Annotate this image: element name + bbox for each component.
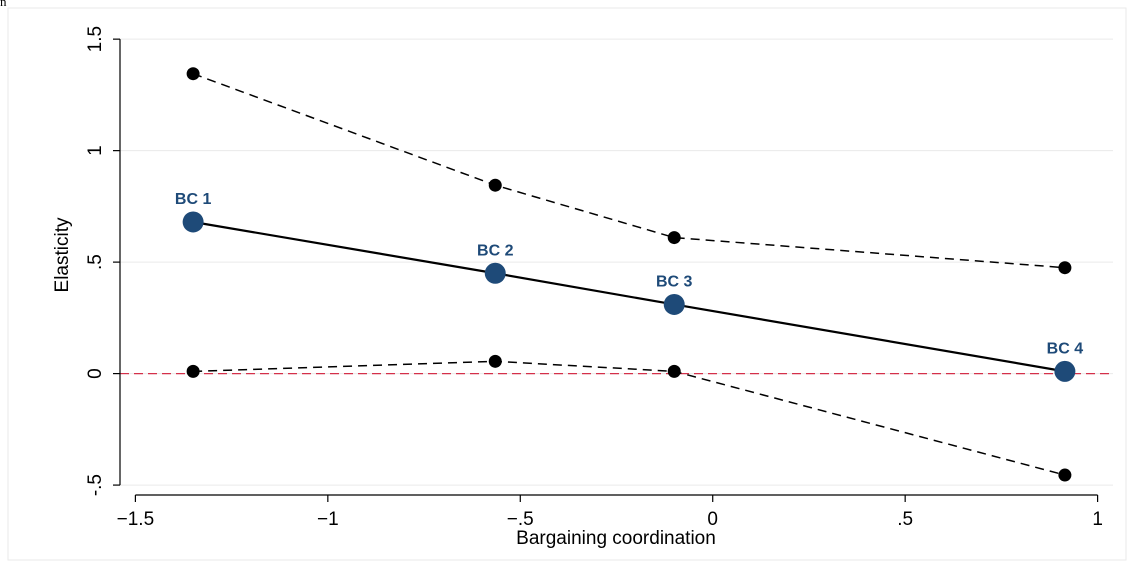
point-label: BC 3 — [656, 273, 693, 290]
corner-label: n — [0, 0, 7, 9]
plot-frame — [7, 7, 1127, 561]
x-tick-label: −1.5 — [117, 509, 155, 530]
point-labels: BC 1 BC 2 BC 3 BC 4 — [175, 191, 1083, 357]
axes: −1.5 −1 −.5 0 .5 1 -.5 0 .5 1 1.5 — [85, 26, 1103, 530]
point-label: BC 1 — [175, 191, 212, 208]
point-estimate — [663, 293, 685, 315]
point-estimate — [1054, 360, 1076, 382]
y-tick-label: -.5 — [85, 474, 106, 496]
y-axis-label: Elasticity — [52, 217, 73, 292]
point-lower — [186, 364, 200, 378]
point-upper — [1058, 261, 1072, 275]
y-tick-label: .5 — [85, 254, 106, 270]
point-upper — [667, 231, 681, 245]
point-upper — [186, 67, 200, 81]
point-lower — [667, 364, 681, 378]
point-lower — [1058, 468, 1072, 482]
point-estimate — [484, 262, 506, 284]
series-line-estimate — [192, 220, 1066, 373]
x-tick-label: 1 — [1092, 509, 1103, 530]
point-estimate — [182, 211, 204, 233]
data-points — [182, 67, 1076, 482]
x-axis-label: Bargaining coordination — [516, 528, 716, 549]
x-tick-label: −1 — [317, 509, 339, 530]
y-tick-label: 0 — [85, 368, 106, 379]
point-lower — [488, 354, 502, 368]
x-tick-label: .5 — [897, 509, 913, 530]
x-tick-label: 0 — [707, 509, 718, 530]
x-tick-label: −.5 — [507, 509, 534, 530]
series-lines — [192, 73, 1066, 476]
series-line-lower — [193, 360, 1066, 476]
point-label: BC 4 — [1047, 340, 1084, 357]
y-tick-label: 1 — [85, 145, 106, 156]
point-upper — [488, 178, 502, 192]
y-tick-label: 1.5 — [85, 26, 106, 52]
point-label: BC 2 — [477, 242, 514, 259]
